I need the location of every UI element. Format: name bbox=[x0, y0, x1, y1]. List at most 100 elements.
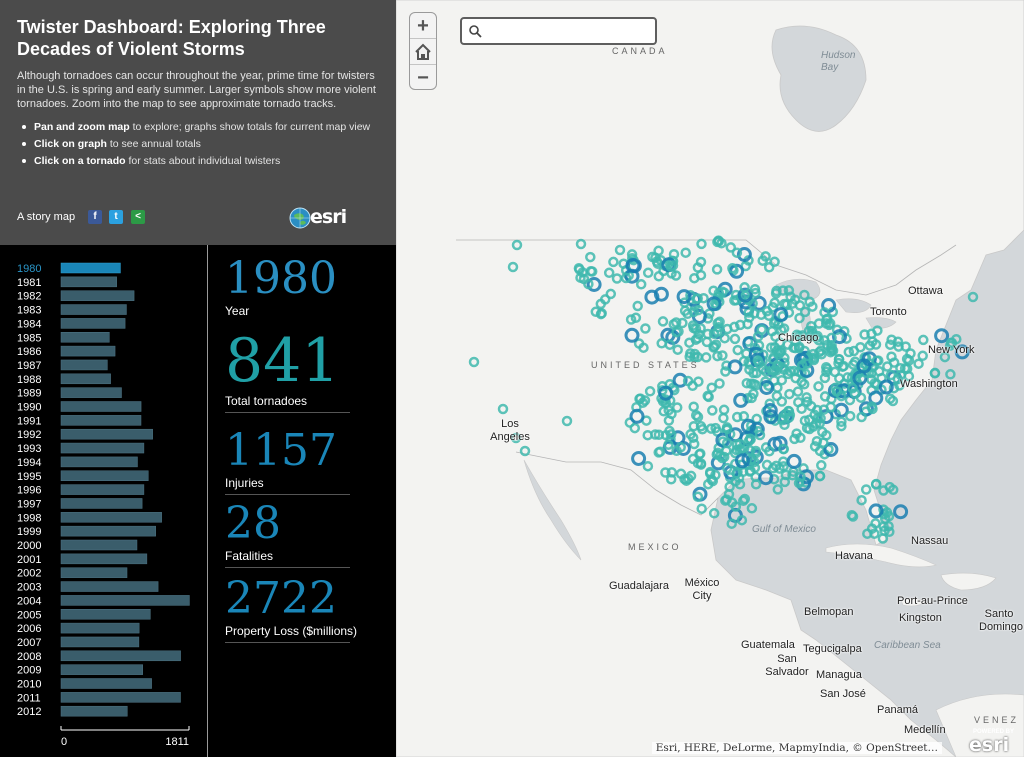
facebook-icon[interactable]: f bbox=[88, 210, 102, 224]
tornado-marker[interactable] bbox=[799, 469, 815, 485]
tornado-marker[interactable] bbox=[703, 391, 714, 403]
tornado-marker[interactable] bbox=[799, 306, 811, 318]
tornado-marker[interactable] bbox=[737, 287, 753, 303]
tornado-marker[interactable] bbox=[731, 247, 743, 258]
tornado-marker[interactable] bbox=[771, 285, 782, 297]
tornado-marker[interactable] bbox=[663, 439, 674, 450]
year-bar-1984[interactable] bbox=[60, 318, 126, 329]
tornado-marker[interactable] bbox=[801, 392, 812, 403]
tornado-marker[interactable] bbox=[773, 307, 789, 323]
tornado-marker[interactable] bbox=[677, 317, 688, 329]
year-bar-1998[interactable] bbox=[60, 512, 162, 523]
tornado-marker[interactable] bbox=[763, 262, 775, 273]
tornado-marker[interactable] bbox=[844, 410, 856, 422]
year-bar-2004[interactable] bbox=[60, 595, 190, 606]
tornado-marker[interactable] bbox=[738, 495, 749, 507]
tornado-marker[interactable] bbox=[731, 444, 742, 456]
year-label-1990[interactable]: 1990 bbox=[17, 402, 41, 414]
tornado-marker[interactable] bbox=[561, 415, 573, 427]
tornado-marker[interactable] bbox=[625, 258, 641, 273]
tornado-marker[interactable] bbox=[788, 342, 799, 354]
tornado-marker[interactable] bbox=[653, 245, 664, 257]
tornado-marker[interactable] bbox=[642, 429, 653, 441]
tornado-marker[interactable] bbox=[681, 475, 692, 486]
year-bar-2007[interactable] bbox=[60, 636, 140, 648]
tornado-marker[interactable] bbox=[856, 358, 872, 374]
tornado-marker[interactable] bbox=[654, 446, 666, 457]
tornado-marker[interactable] bbox=[856, 494, 867, 506]
tornado-marker[interactable] bbox=[769, 297, 780, 309]
tornado-marker[interactable] bbox=[695, 421, 707, 432]
tornado-marker[interactable] bbox=[510, 432, 522, 444]
tornado-marker[interactable] bbox=[693, 328, 704, 340]
tornado-marker[interactable] bbox=[630, 312, 642, 324]
tornado-marker[interactable] bbox=[644, 289, 660, 305]
tornado-marker[interactable] bbox=[750, 479, 762, 490]
tornado-marker[interactable] bbox=[860, 484, 872, 495]
tornado-marker[interactable] bbox=[629, 408, 645, 424]
tornado-marker[interactable] bbox=[917, 350, 928, 362]
tornado-marker[interactable] bbox=[679, 305, 691, 317]
tornado-marker[interactable] bbox=[635, 279, 647, 290]
tornado-marker[interactable] bbox=[823, 442, 839, 457]
tornado-marker[interactable] bbox=[823, 319, 835, 331]
zoom-out-button[interactable]: − bbox=[417, 67, 429, 89]
year-bar-1981[interactable] bbox=[60, 276, 117, 288]
tornado-marker[interactable] bbox=[688, 438, 700, 450]
tornado-marker[interactable] bbox=[706, 382, 717, 393]
tornado-marker[interactable] bbox=[779, 476, 791, 488]
year-bar-1987[interactable] bbox=[60, 359, 108, 371]
year-label-1980[interactable]: 1980 bbox=[17, 263, 41, 275]
tornado-marker[interactable] bbox=[867, 403, 878, 415]
tornado-marker[interactable] bbox=[716, 452, 728, 464]
tornado-marker[interactable] bbox=[934, 328, 950, 344]
year-bar-2000[interactable] bbox=[60, 539, 138, 551]
tornado-marker[interactable] bbox=[575, 238, 587, 250]
tornado-marker[interactable] bbox=[760, 251, 771, 262]
year-bar-2002[interactable] bbox=[60, 567, 128, 578]
tornado-marker[interactable] bbox=[744, 466, 756, 477]
tornado-marker[interactable] bbox=[878, 504, 889, 515]
tornado-marker[interactable] bbox=[642, 460, 654, 472]
tornado-marker[interactable] bbox=[595, 298, 607, 310]
year-label-1994[interactable]: 1994 bbox=[17, 457, 41, 469]
tornado-marker[interactable] bbox=[620, 272, 632, 284]
tornado-marker[interactable] bbox=[680, 247, 691, 258]
tornado-marker[interactable] bbox=[723, 489, 735, 500]
tornado-marker[interactable] bbox=[818, 409, 834, 425]
tornado-marker[interactable] bbox=[784, 388, 795, 400]
tornado-marker[interactable] bbox=[807, 301, 818, 312]
year-bar-1991[interactable] bbox=[60, 415, 142, 426]
year-bar-1983[interactable] bbox=[60, 304, 127, 315]
tornado-marker[interactable] bbox=[833, 402, 849, 418]
tornado-marker[interactable] bbox=[793, 342, 805, 354]
year-bar-2003[interactable] bbox=[60, 581, 159, 592]
year-label-2000[interactable]: 2000 bbox=[17, 540, 41, 552]
year-label-1992[interactable]: 1992 bbox=[17, 429, 41, 441]
tornado-marker[interactable] bbox=[809, 441, 821, 452]
year-label-2001[interactable]: 2001 bbox=[17, 554, 41, 566]
tornado-marker[interactable] bbox=[786, 453, 802, 469]
tornado-marker[interactable] bbox=[700, 352, 712, 363]
tornado-marker[interactable] bbox=[721, 462, 733, 474]
tornado-marker[interactable] bbox=[877, 533, 889, 544]
tornado-marker[interactable] bbox=[799, 415, 811, 426]
tornado-marker[interactable] bbox=[692, 411, 704, 423]
tornado-marker[interactable] bbox=[798, 379, 810, 390]
tornado-marker[interactable] bbox=[843, 346, 855, 358]
tornado-marker[interactable] bbox=[722, 423, 733, 435]
tornado-marker[interactable] bbox=[739, 282, 750, 293]
tornado-marker[interactable] bbox=[884, 526, 895, 538]
tornado-marker[interactable] bbox=[704, 466, 716, 478]
tornado-marker[interactable] bbox=[796, 360, 808, 371]
year-bar-1980[interactable] bbox=[60, 262, 121, 274]
tornado-marker[interactable] bbox=[625, 314, 637, 325]
year-label-1991[interactable]: 1991 bbox=[17, 415, 41, 427]
year-label-1981[interactable]: 1981 bbox=[17, 277, 41, 289]
tornado-marker[interactable] bbox=[710, 422, 721, 434]
tornado-marker[interactable] bbox=[776, 324, 787, 336]
tornado-marker[interactable] bbox=[951, 333, 962, 345]
tornado-marker[interactable] bbox=[644, 386, 656, 397]
zoom-in-button[interactable]: + bbox=[410, 13, 436, 39]
year-label-1983[interactable]: 1983 bbox=[17, 305, 41, 317]
